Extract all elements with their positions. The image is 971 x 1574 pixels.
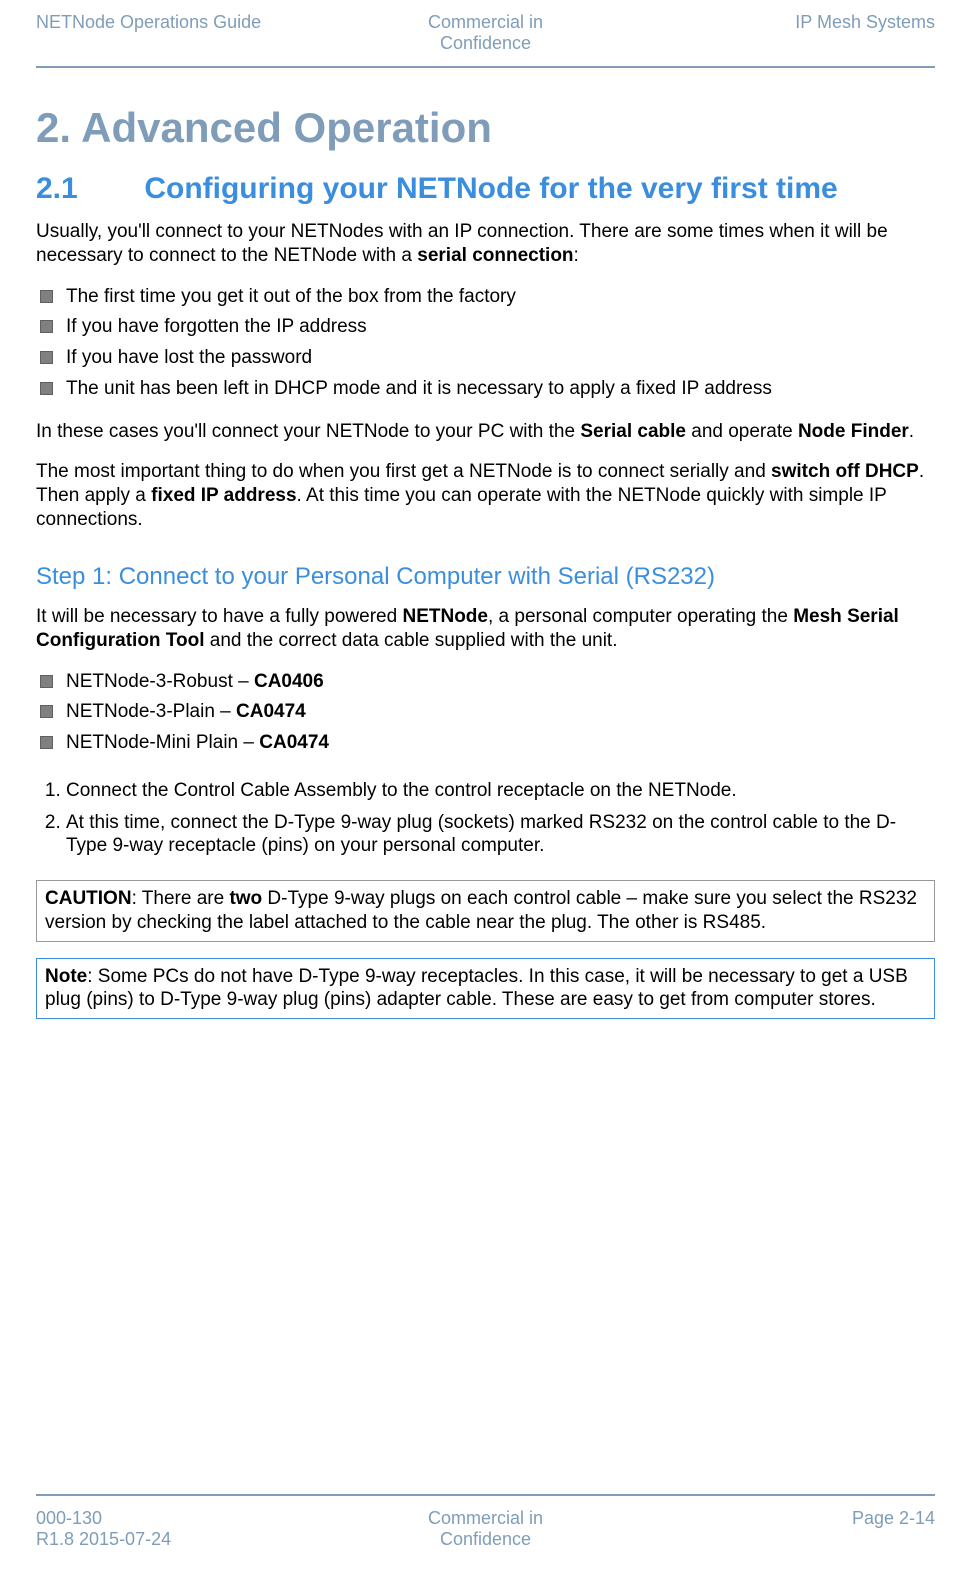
list-item: If you have lost the password — [36, 343, 935, 374]
footer-center-line1: Commercial in — [428, 1508, 543, 1528]
bold-node-finder: Node Finder — [798, 421, 909, 442]
header-center-line1: Commercial in — [428, 12, 543, 32]
list-item: NETNode-3-Plain – CA0474 — [36, 697, 935, 728]
note-text: : Some PCs do not have D-Type 9-way rece… — [45, 966, 908, 1011]
intro-post: : — [574, 245, 579, 266]
section-heading: 2.1 Configuring your NETNode for the ver… — [36, 172, 935, 206]
list-item: The unit has been left in DHCP mode and … — [36, 374, 935, 405]
list-item: The first time you get it out of the box… — [36, 282, 935, 313]
footer-left: 000-130 R1.8 2015-07-24 — [36, 1508, 336, 1550]
section-title: Configuring your NETNode for the very fi… — [144, 172, 837, 205]
footer-center-line2: Confidence — [440, 1529, 531, 1549]
section-number: 2.1 — [36, 172, 136, 206]
footer-page-number: Page 2-14 — [852, 1508, 935, 1528]
text: . — [909, 421, 914, 442]
text: : There are — [132, 888, 230, 909]
bold-fixed-ip: fixed IP address — [151, 485, 296, 506]
footer-center: Commercial in Confidence — [336, 1508, 636, 1550]
dhcp-paragraph: The most important thing to do when you … — [36, 460, 935, 531]
cable-name: NETNode-Mini Plain – — [66, 732, 259, 753]
numbered-steps: Connect the Control Cable Assembly to th… — [36, 775, 935, 862]
list-item: NETNode-Mini Plain – CA0474 — [36, 728, 935, 759]
caution-label: CAUTION — [45, 888, 132, 909]
note-label: Note — [45, 966, 87, 987]
header-center: Commercial in Confidence — [336, 12, 636, 54]
note-box: Note: Some PCs do not have D-Type 9-way … — [36, 958, 935, 1020]
caution-box: CAUTION: There are two D-Type 9-way plug… — [36, 880, 935, 942]
cable-part: CA0406 — [254, 671, 324, 692]
page: NETNode Operations Guide Commercial in C… — [0, 0, 971, 1574]
step-item: At this time, connect the D-Type 9-way p… — [66, 807, 935, 863]
chapter-title: 2. Advanced Operation — [36, 104, 935, 152]
cable-name: NETNode-3-Plain – — [66, 701, 236, 722]
step-item: Connect the Control Cable Assembly to th… — [66, 775, 935, 807]
serial-connect-paragraph: In these cases you'll connect your NETNo… — [36, 420, 935, 444]
text: In these cases you'll connect your NETNo… — [36, 421, 580, 442]
text: and operate — [686, 421, 798, 442]
intro-paragraph: Usually, you'll connect to your NETNodes… — [36, 220, 935, 268]
footer-revision: R1.8 2015-07-24 — [36, 1529, 171, 1549]
step1-intro-paragraph: It will be necessary to have a fully pow… — [36, 605, 935, 653]
header-right: IP Mesh Systems — [635, 12, 935, 54]
text: , a personal computer operating the — [488, 606, 793, 627]
cable-part: CA0474 — [236, 701, 306, 722]
cable-list: NETNode-3-Robust – CA0406 NETNode-3-Plai… — [36, 667, 935, 759]
list-item: NETNode-3-Robust – CA0406 — [36, 667, 935, 698]
cable-name: NETNode-3-Robust – — [66, 671, 254, 692]
text: The most important thing to do when you … — [36, 461, 771, 482]
bold-netnode: NETNode — [402, 606, 488, 627]
footer-right: Page 2-14 — [635, 1508, 935, 1550]
serial-cases-list: The first time you get it out of the box… — [36, 282, 935, 405]
header-left: NETNode Operations Guide — [36, 12, 336, 54]
header-center-line2: Confidence — [440, 33, 531, 53]
caution-bold: two — [229, 888, 262, 909]
intro-bold: serial connection — [417, 245, 573, 266]
page-header: NETNode Operations Guide Commercial in C… — [36, 12, 935, 68]
footer-docnum: 000-130 — [36, 1508, 102, 1528]
step-1-heading: Step 1: Connect to your Personal Compute… — [36, 563, 935, 591]
bold-switch-off-dhcp: switch off DHCP — [771, 461, 919, 482]
text: It will be necessary to have a fully pow… — [36, 606, 402, 627]
list-item: If you have forgotten the IP address — [36, 312, 935, 343]
page-footer: 000-130 R1.8 2015-07-24 Commercial in Co… — [36, 1494, 935, 1550]
bold-serial-cable: Serial cable — [580, 421, 686, 442]
text: and the correct data cable supplied with… — [205, 630, 618, 651]
cable-part: CA0474 — [259, 732, 329, 753]
